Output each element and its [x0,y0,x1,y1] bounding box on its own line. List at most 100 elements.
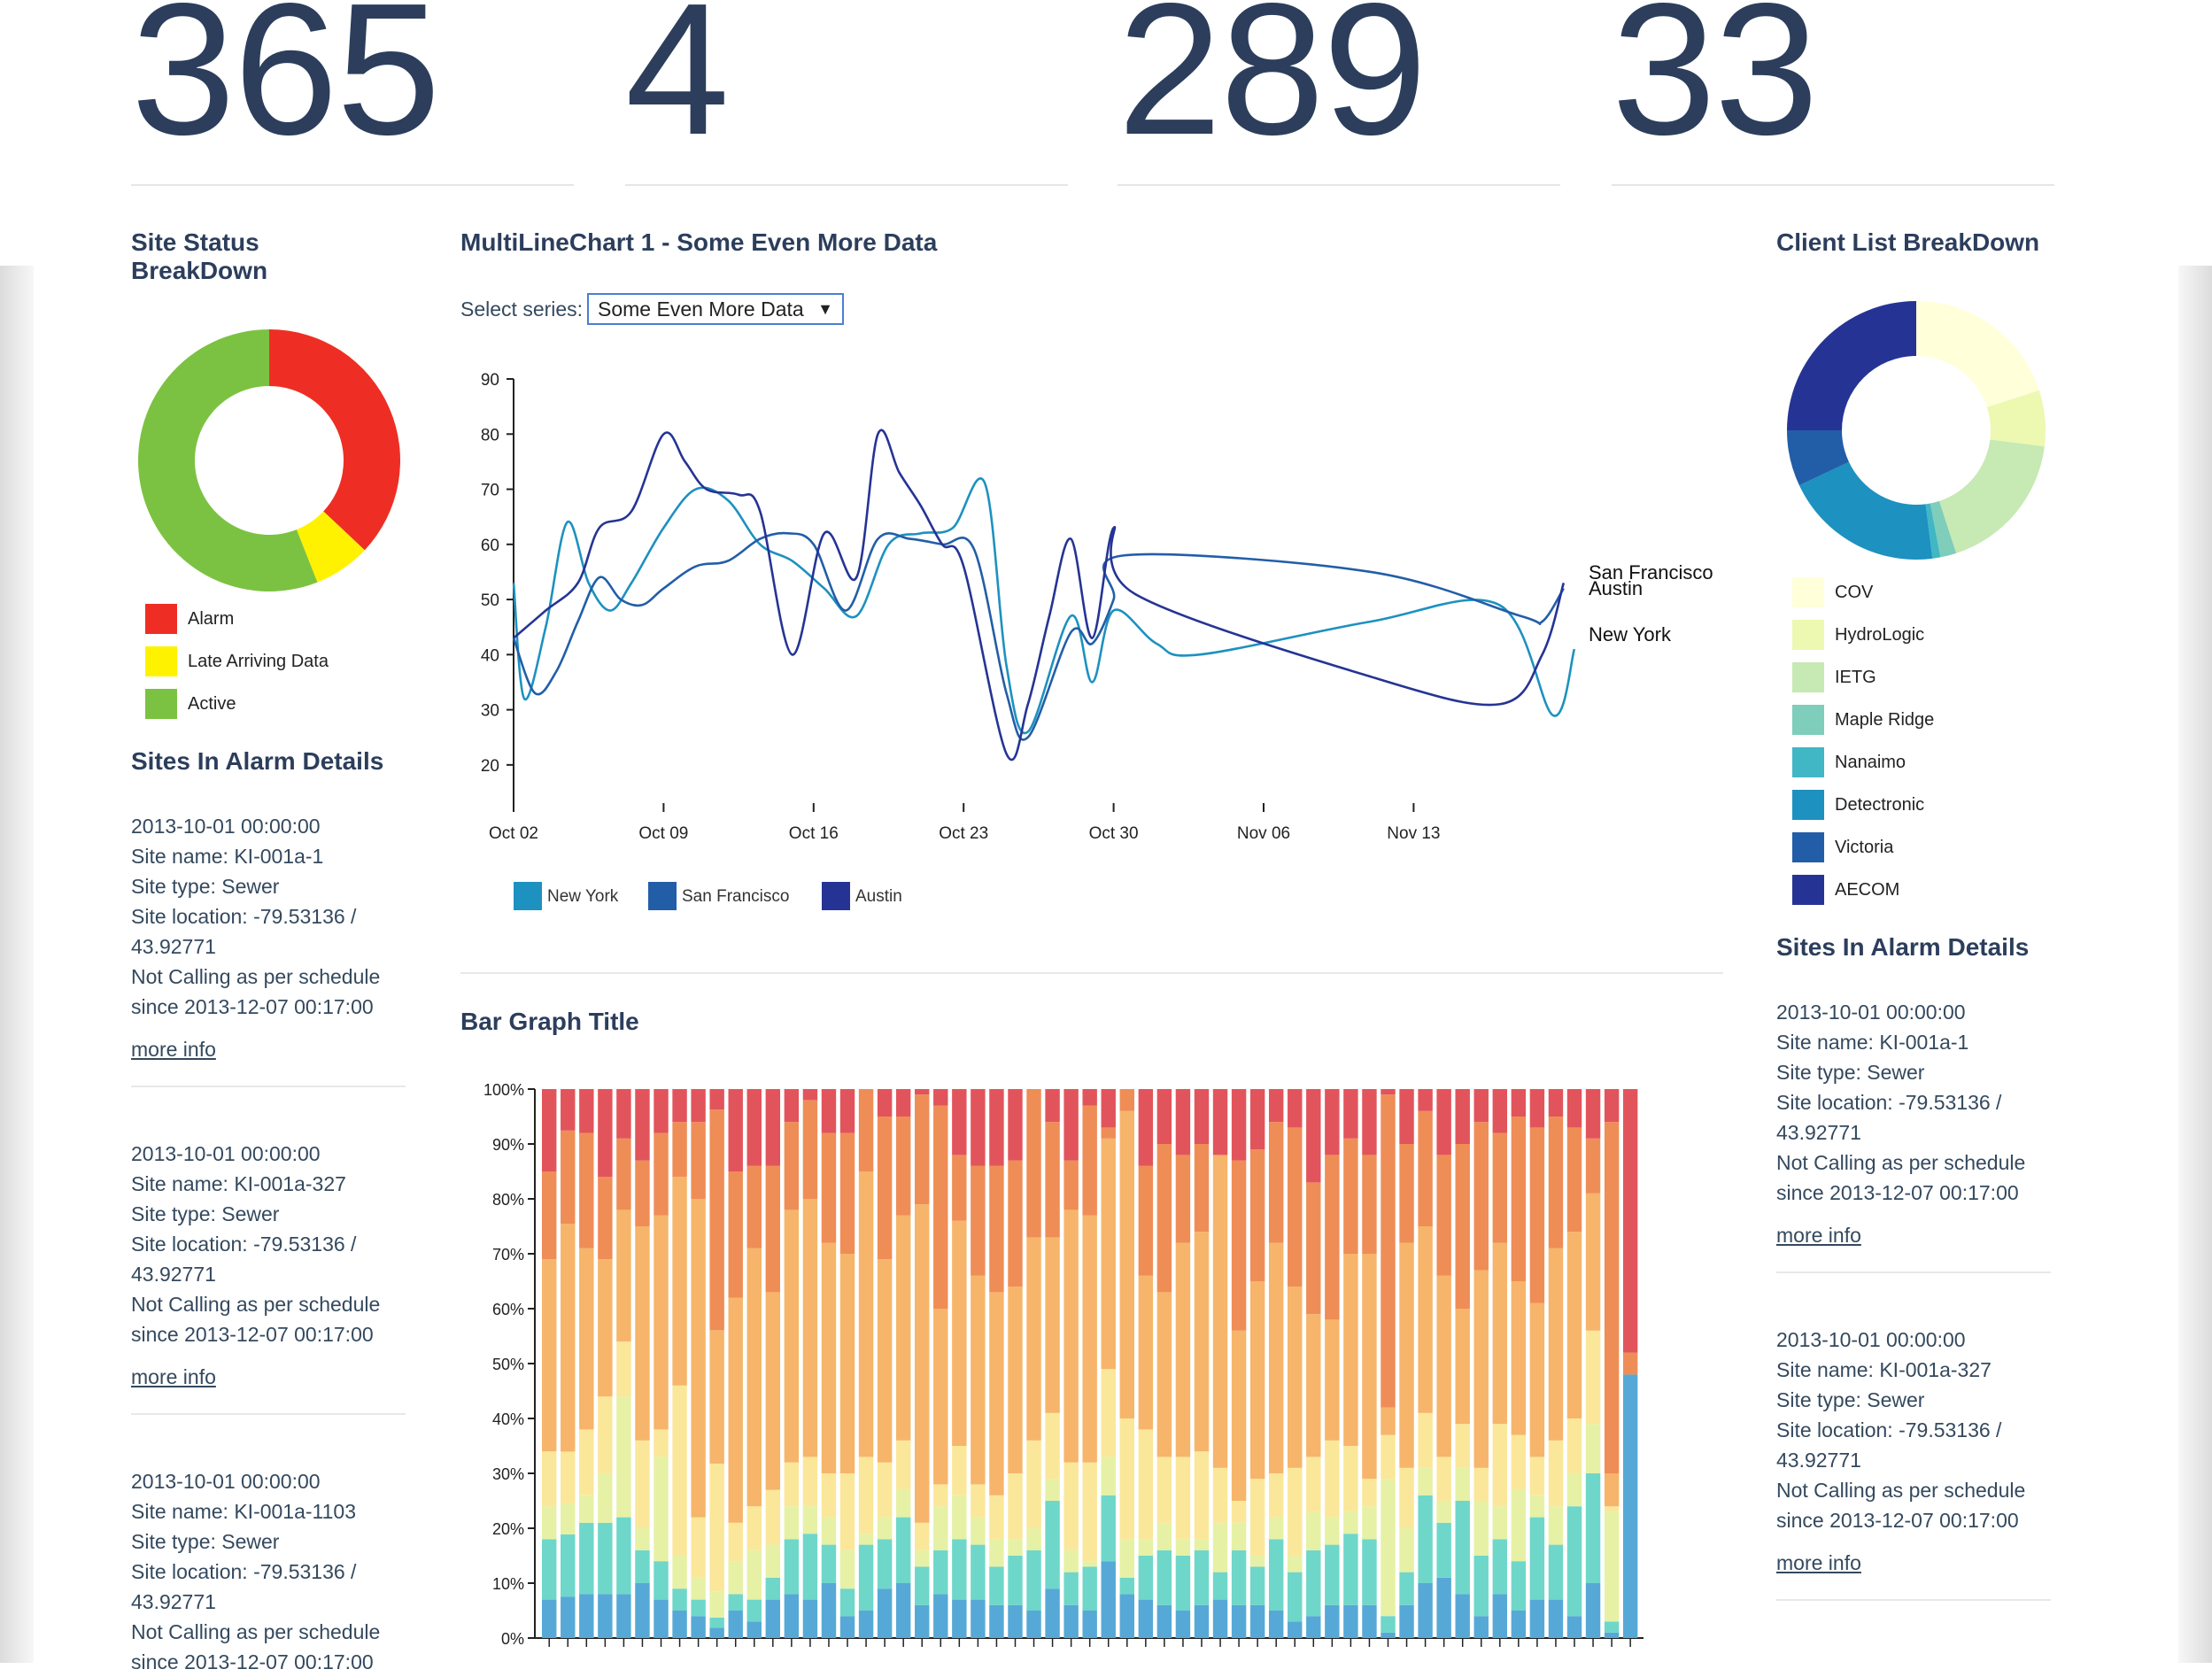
bar-segment [1343,1446,1358,1512]
bar-segment [1194,1549,1210,1605]
bar-segment [1268,1473,1284,1518]
bar-segment [1399,1604,1414,1638]
bar-segment [1008,1089,1023,1161]
bar-segment [1306,1616,1321,1638]
client-list-legend-item[interactable]: Nanaimo [1792,747,1906,777]
bar-segment [654,1457,669,1562]
bar-segment [1604,1506,1620,1512]
kpi-tile: 33 [1612,0,2054,186]
bar-segment [1082,1462,1097,1562]
legend-swatch [1792,662,1824,692]
bar-segment [598,1522,613,1595]
bar-segment [1156,1144,1172,1293]
bar-segment [1268,1539,1284,1611]
bar-y-tick-label: 70% [492,1246,524,1264]
bar-segment [1045,1501,1060,1589]
bar-segment [1231,1160,1247,1331]
line-legend-label[interactable]: New York [547,887,619,906]
legend-label: AECOM [1835,879,1900,900]
bar-segment [1063,1549,1079,1573]
site-status-legend-item[interactable]: Late Arriving Data [145,646,329,676]
client-list-slice-4[interactable] [1925,503,1941,559]
bar-segment [579,1522,594,1595]
bar-segment [784,1594,800,1638]
more-info-link[interactable]: more info [1776,1551,1861,1574]
bar-segment [1212,1572,1228,1600]
alarm-type: Site type: Sewer [1776,1388,1925,1411]
alarm-name: Site name: KI-001a-327 [131,1172,346,1195]
bar-segment [542,1171,557,1260]
client-list-slice-2[interactable] [1938,439,2045,553]
site-status-slice-1[interactable] [296,511,365,583]
more-info-link[interactable]: more info [131,1038,216,1061]
site-status-legend-item[interactable]: Active [145,689,236,719]
bar-segment [672,1089,687,1123]
bar-segment [765,1577,781,1600]
bar-segment [952,1220,967,1446]
bar-segment [1362,1506,1377,1540]
line-legend-label[interactable]: San Francisco [682,887,789,906]
bar-segment [1548,1599,1564,1638]
client-list-legend-item[interactable]: IETG [1792,662,1876,692]
bar-segment [933,1506,948,1550]
bar-segment [1529,1599,1545,1638]
more-info-link[interactable]: more info [131,1365,216,1388]
y-tick-label: 70 [481,482,499,500]
bar-segment [1604,1511,1620,1622]
bar-segment [1343,1254,1358,1446]
bar-segment [1138,1599,1154,1638]
y-tick-label: 40 [481,646,499,665]
bar-segment [746,1621,762,1638]
client-list-legend-item[interactable]: Detectronic [1792,790,1924,820]
bar-segment [933,1594,948,1638]
bar-segment [821,1132,837,1243]
client-list-slice-6[interactable] [1787,430,1849,486]
bar-segment [709,1330,724,1464]
series-select-value: Some Even More Data [598,298,804,321]
site-status-legend-item[interactable]: Alarm [145,604,234,634]
client-list-legend-item[interactable]: HydroLogic [1792,620,1924,650]
bar-segment [1082,1611,1097,1638]
bar-segment [1212,1599,1228,1638]
bar-segment [877,1259,893,1463]
x-tick-label: Oct 16 [789,824,839,843]
bar-segment [1008,1604,1023,1638]
bar-segment [1585,1473,1601,1583]
client-list-slice-7[interactable] [1787,301,1916,430]
bar-segment [802,1599,818,1638]
client-list-slice-1[interactable] [1986,390,2046,447]
bar-segment [1194,1451,1210,1540]
client-list-legend-item[interactable]: Maple Ridge [1792,705,1934,735]
client-list-slice-0[interactable] [1916,301,2039,408]
bar-y-tick-label: 80% [492,1191,524,1209]
bar-segment [895,1440,911,1490]
bar-segment [1604,1621,1620,1633]
bar-segment [691,1199,706,1518]
bar-segment [1306,1457,1321,1512]
client-list-legend-item[interactable]: AECOM [1792,875,1899,905]
bar-segment [802,1089,818,1101]
bar-segment [1622,1352,1638,1375]
bar-segment [1455,1309,1470,1425]
client-list-slice-5[interactable] [1798,461,1933,560]
client-list-legend-item[interactable]: COV [1792,577,1873,607]
line-legend-label[interactable]: Austin [855,887,902,906]
bar-segment [1622,1089,1638,1353]
more-info-link[interactable]: more info [1776,1224,1861,1247]
kpi-divider [1612,184,2054,186]
site-status-slice-0[interactable] [269,329,400,551]
bar-segment [654,1132,669,1216]
client-list-legend-item[interactable]: Victoria [1792,832,1893,862]
site-status-slice-2[interactable] [137,329,318,591]
line-legend-swatch [648,882,677,910]
client-list-slice-3[interactable] [1930,500,1957,558]
bar-segment [1418,1412,1433,1468]
kpi-value: 4 [625,0,730,174]
series-select[interactable]: Some Even More Data ▼ [587,293,844,325]
bar-segment [1045,1237,1060,1413]
kpi-value: 365 [131,0,441,174]
bar-segment [933,1309,948,1485]
bar-segment [1008,1160,1023,1287]
bar-segment [1268,1122,1284,1243]
line-legend-swatch [514,882,542,910]
